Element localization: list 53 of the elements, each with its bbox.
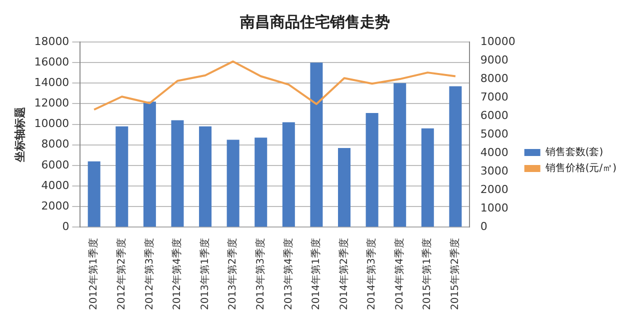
bar [254,138,268,227]
y2-tick-label: 3000 [480,164,508,178]
bar [366,112,378,227]
bar [338,148,351,227]
y-tick-label: 6000 [41,158,70,172]
y-tick-label: 10000 [34,117,70,130]
x-tick-label: 2012年第4季度 [171,238,184,310]
x-tick-label: 2013年第4季度 [282,238,294,310]
y2-tick-label: 0 [480,220,488,234]
bar [310,62,323,227]
x-tick-label: 2012年第3季度 [143,238,156,310]
y-tick-label: 12000 [34,96,70,110]
x-tick-label: 2012年第2季度 [115,238,128,310]
x-tick-label: 2015年第1季度 [421,238,434,310]
bar [449,86,462,227]
legend-label: 销售价格(元/㎡) [544,162,617,174]
x-tick-label: 2015年第2季度 [449,238,462,310]
y2-tick-label: 4000 [480,146,508,159]
y-tick-label: 18000 [34,34,70,48]
bar [199,126,212,227]
x-tick-label: 2012年第1季度 [88,238,100,310]
y2-tick-label: 6000 [480,108,508,122]
y2-tick-label: 1000 [480,202,508,215]
bar [143,102,156,227]
y2-tick-label: 9000 [480,53,508,66]
y-axis-title: 坐标轴标题 [13,107,26,164]
legend-label: 销售套数(套) [544,146,604,158]
y2-tick-label: 2000 [480,183,508,196]
y2-tick-label: 8000 [480,72,508,85]
y-tick-label: 0 [62,220,70,234]
bar [171,120,184,227]
y-tick-label: 14000 [34,76,70,90]
x-tick-label: 2013年第3季度 [254,238,266,310]
x-tick-label: 2014年第3季度 [366,238,378,310]
y2-tick-label: 10000 [480,34,516,48]
x-tick-label: 2013年第2季度 [226,238,239,310]
y-tick-label: 2000 [41,199,70,212]
bar [226,140,240,227]
x-tick-label: 2014年第4季度 [393,238,406,310]
chart-title: 南昌商品住宅销售走势 [239,12,390,31]
y2-tick-label: 7000 [480,90,508,104]
x-tick-label: 2014年第2季度 [338,238,350,310]
y2-tick-label: 5000 [480,127,508,140]
y-tick-label: 16000 [34,55,70,68]
x-tick-label: 2013年第1季度 [198,238,211,310]
bar [282,122,295,227]
y-tick-label: 4000 [41,178,70,192]
x-tick-label: 2014年第1季度 [310,238,322,310]
bar [394,83,406,227]
bar [116,126,128,227]
y-tick-label: 8000 [41,138,70,151]
bar [88,161,100,227]
bar [421,128,434,227]
